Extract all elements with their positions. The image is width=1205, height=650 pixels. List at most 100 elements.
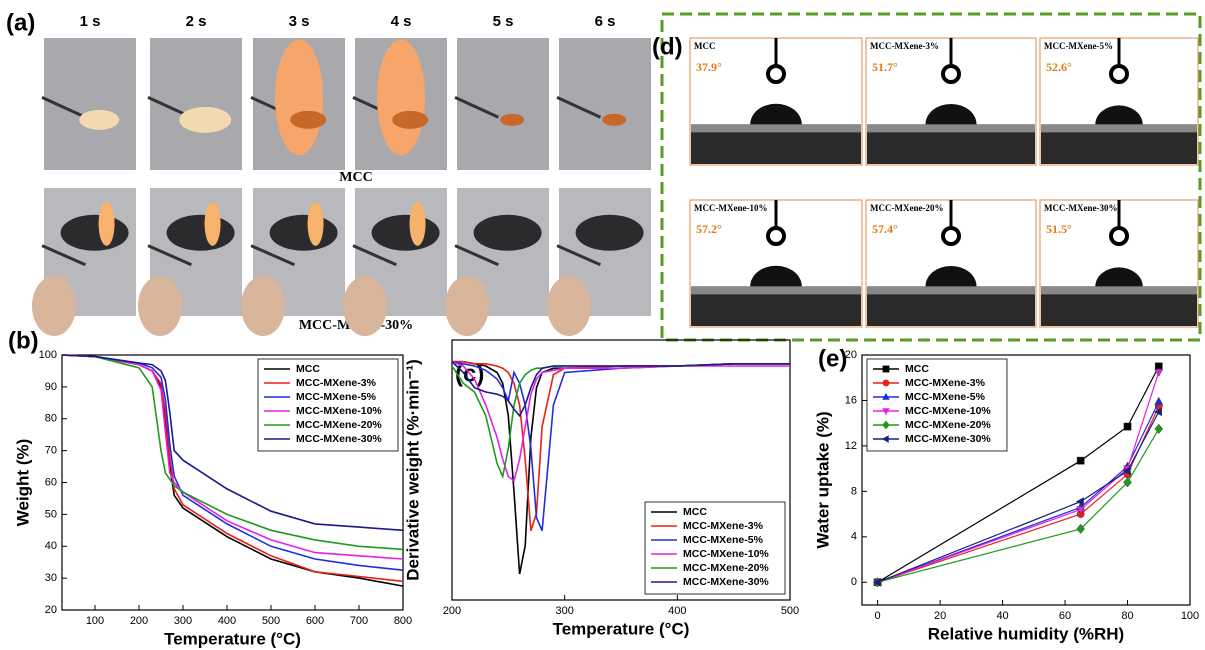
contact-angle: 57.2° bbox=[696, 222, 722, 236]
legend-label: MCC-MXene-20% bbox=[683, 562, 769, 574]
panel-label: (e) bbox=[818, 345, 847, 372]
x-axis-title: Relative humidity (%RH) bbox=[928, 624, 1124, 643]
y-tick-label: 20 bbox=[45, 604, 57, 616]
flame bbox=[377, 39, 425, 155]
contact-angle: 51.5° bbox=[1046, 222, 1072, 236]
time-label: 3 s bbox=[289, 13, 310, 30]
y-tick-label: 4 bbox=[851, 531, 857, 543]
panel-label: (a) bbox=[6, 9, 35, 36]
x-tick-label: 400 bbox=[218, 615, 236, 627]
x-tick-label: 200 bbox=[443, 605, 461, 617]
sample bbox=[290, 111, 326, 129]
panel-label: (d) bbox=[652, 33, 683, 60]
hand bbox=[241, 276, 285, 336]
time-label: 5 s bbox=[493, 13, 514, 30]
row-title: MCC bbox=[339, 170, 372, 185]
flame bbox=[308, 202, 324, 246]
contact-angle: 51.7° bbox=[872, 60, 898, 74]
y-tick-label: 8 bbox=[851, 485, 857, 497]
y-tick-label: 70 bbox=[45, 445, 57, 457]
x-tick-label: 300 bbox=[174, 615, 192, 627]
sample-name: MCC-MXene-5% bbox=[1044, 41, 1113, 51]
contact-angle: 57.4° bbox=[872, 222, 898, 236]
legend-marker bbox=[883, 380, 890, 387]
legend-marker bbox=[883, 366, 890, 373]
x-axis-title: Temperature (°C) bbox=[553, 619, 690, 638]
x-tick-label: 600 bbox=[306, 615, 324, 627]
y-tick-label: 40 bbox=[45, 540, 57, 552]
legend-label: MCC-MXene-30% bbox=[905, 433, 991, 445]
legend-label: MCC-MXene-3% bbox=[296, 377, 377, 389]
x-tick-label: 500 bbox=[262, 615, 280, 627]
y-tick-label: 20 bbox=[845, 349, 857, 361]
x-tick-label: 700 bbox=[350, 615, 368, 627]
time-label: 4 s bbox=[391, 13, 412, 30]
contact-angle: 37.9° bbox=[696, 60, 722, 74]
sample bbox=[474, 215, 542, 251]
substrate-top bbox=[1041, 124, 1197, 132]
y-tick-label: 50 bbox=[45, 508, 57, 520]
hand bbox=[445, 276, 489, 336]
time-label: 2 s bbox=[186, 13, 207, 30]
substrate-top bbox=[691, 286, 861, 294]
sample bbox=[270, 215, 338, 251]
hand bbox=[138, 276, 182, 336]
sample bbox=[576, 215, 644, 251]
substrate-top bbox=[867, 286, 1035, 294]
legend-label: MCC-MXene-3% bbox=[905, 377, 986, 389]
y-tick-label: 0 bbox=[851, 576, 857, 588]
x-tick-label: 100 bbox=[86, 615, 104, 627]
y-tick-label: 100 bbox=[39, 349, 57, 361]
x-tick-label: 20 bbox=[934, 610, 946, 622]
legend-label: MCC-MXene-5% bbox=[683, 534, 764, 546]
legend-label: MCC bbox=[905, 363, 929, 375]
substrate-top bbox=[691, 124, 861, 132]
time-label: 6 s bbox=[595, 13, 616, 30]
x-tick-label: 800 bbox=[394, 615, 412, 627]
y-tick-label: 80 bbox=[45, 413, 57, 425]
flame bbox=[410, 202, 426, 246]
sample bbox=[392, 111, 428, 129]
substrate-top bbox=[867, 124, 1035, 132]
legend-label: MCC bbox=[683, 506, 707, 518]
legend-label: MCC-MXene-20% bbox=[296, 419, 382, 431]
substrate-top bbox=[1041, 286, 1197, 294]
x-tick-label: 60 bbox=[1059, 610, 1071, 622]
x-tick-label: 400 bbox=[668, 605, 686, 617]
marker bbox=[1124, 423, 1131, 430]
legend-label: MCC-MXene-10% bbox=[683, 548, 769, 560]
marker bbox=[1155, 424, 1163, 433]
x-tick-label: 80 bbox=[1121, 610, 1133, 622]
hand bbox=[343, 276, 387, 336]
y-axis-title: Water uptake (%) bbox=[813, 411, 832, 548]
sample bbox=[602, 114, 626, 126]
x-tick-label: 500 bbox=[781, 605, 799, 617]
y-tick-label: 30 bbox=[45, 572, 57, 584]
legend-label: MCC-MXene-30% bbox=[683, 576, 769, 588]
legend-label: MCC-MXene-10% bbox=[905, 405, 991, 417]
panel-label: (b) bbox=[8, 327, 39, 354]
y-axis-title: Weight (%) bbox=[13, 439, 32, 527]
x-tick-label: 0 bbox=[875, 610, 881, 622]
sample-name: MCC bbox=[694, 41, 716, 51]
sample bbox=[500, 114, 524, 126]
marker bbox=[1155, 397, 1163, 404]
legend-label: MCC-MXene-5% bbox=[905, 391, 986, 403]
x-tick-label: 100 bbox=[1181, 610, 1199, 622]
legend-label: MCC-MXene-5% bbox=[296, 391, 377, 403]
sample-name: MCC-MXene-3% bbox=[870, 41, 939, 51]
hand bbox=[547, 276, 591, 336]
time-label: 1 s bbox=[80, 13, 101, 30]
x-tick-label: 200 bbox=[130, 615, 148, 627]
flame bbox=[99, 202, 115, 246]
legend-label: MCC bbox=[296, 363, 320, 375]
x-axis-title: Temperature (°C) bbox=[164, 629, 301, 648]
marker bbox=[1077, 457, 1084, 464]
sample bbox=[179, 107, 231, 133]
flame bbox=[205, 202, 221, 246]
sample-name: MCC-MXene-30% bbox=[1044, 203, 1117, 213]
flame bbox=[275, 39, 323, 155]
sample-name: MCC-MXene-10% bbox=[694, 203, 767, 213]
sample bbox=[167, 215, 235, 251]
legend-label: MCC-MXene-10% bbox=[296, 405, 382, 417]
